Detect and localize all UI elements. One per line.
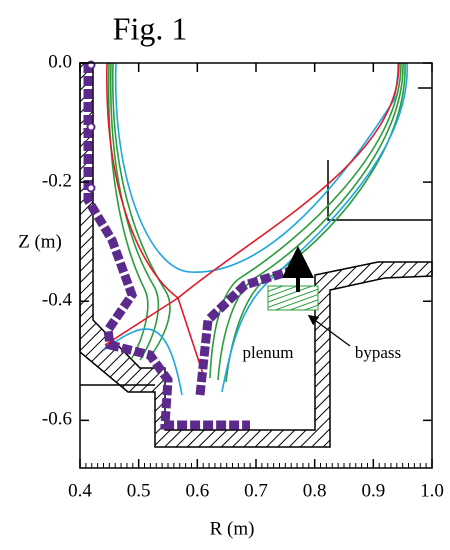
y-tick-label: -0.4	[42, 290, 73, 311]
annotation: bypass	[355, 343, 401, 362]
y-tick-label: -0.2	[42, 170, 72, 191]
y-tick-label: -0.6	[42, 409, 72, 430]
x-tick-label: 0.5	[127, 480, 151, 501]
x-tick-label: 0.4	[68, 480, 92, 501]
x-tick-label: 0.6	[185, 480, 209, 501]
y-tick-label: 0.0	[48, 51, 72, 72]
x-tick-label: 0.8	[303, 480, 327, 501]
x-axis-label: R (m)	[210, 518, 255, 539]
annotation: plenum	[243, 343, 294, 362]
x-tick-label: 1.0	[420, 480, 444, 501]
x-tick-label: 0.9	[361, 480, 385, 501]
x-tick-label: 0.7	[244, 480, 268, 501]
figure: Fig. 1 Z (m) R (m) plenum bypass 0.4 0.5 0…	[0, 0, 450, 550]
vessel	[80, 63, 432, 447]
title: Fig. 1	[113, 10, 188, 46]
y-axis-label: Z (m)	[18, 231, 62, 252]
